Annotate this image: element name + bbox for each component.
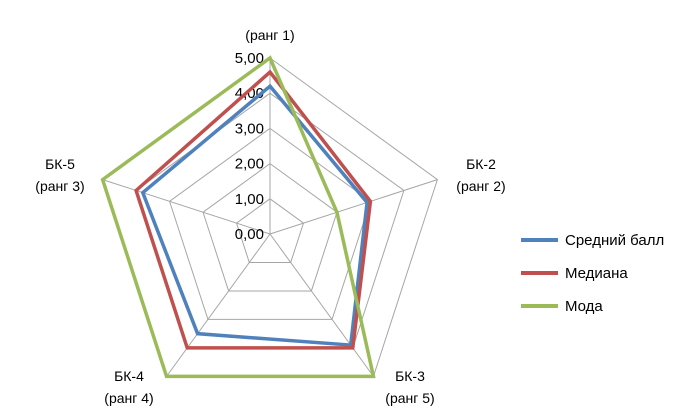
tick-label: 0,00 [235,226,264,243]
category-name-label: БК-4 [114,368,144,384]
axis-spoke-4 [166,233,271,377]
series-line-2 [134,69,373,350]
legend: Средний балл Медиана Мода [521,232,664,315]
legend-label: Мода [565,298,603,315]
tick-label: 5,00 [235,50,264,67]
legend-label: Медиана [565,265,628,282]
tick-label: 2,00 [235,156,264,173]
data-series [100,55,376,379]
legend-label: Средний балл [565,232,664,249]
grid-ring-2 [202,162,338,292]
category-name-label: БК-2 [466,156,496,172]
tick-label: 3,00 [235,120,264,137]
category-rank-label: (ранг 5) [385,390,434,406]
grid-ring-1 [235,198,305,263]
tick-label: 1,00 [235,191,264,208]
series-line-3 [100,55,376,379]
category-rank-label: (ранг 4) [104,390,153,406]
series-line-1 [140,83,369,347]
category-rank-label: (ранг 3) [35,178,84,194]
category-rank-label: (ранг 2) [456,178,505,194]
category-labels: (ранг 1) БК-2 (ранг 2) БК-3 (ранг 5) БК-4 (ран… [35,27,505,406]
category-name-label: БК-5 [45,156,75,172]
category-rank-label: (ранг 1) [245,27,294,43]
axis-spoke-5 [102,179,271,235]
axis-spoke-3 [269,233,374,377]
grid-ring-3 [168,127,372,320]
axis-spoke-2 [269,179,438,235]
category-name-label: БК-3 [395,368,425,384]
